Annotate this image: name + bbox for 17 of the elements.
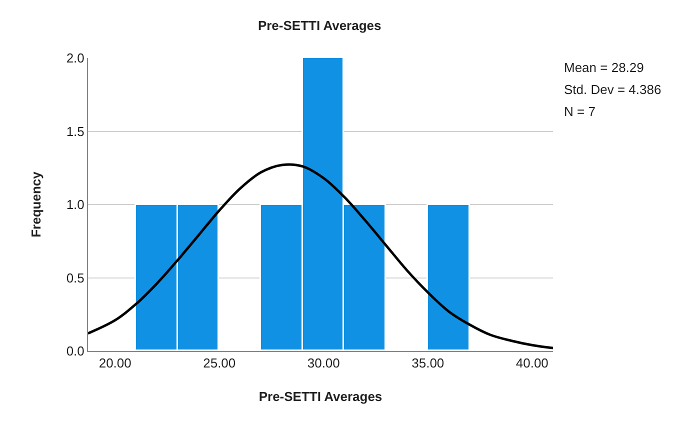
x-tick-label: 35.00 — [412, 356, 444, 371]
y-tick-label: 0.0 — [66, 344, 84, 359]
text: N = 7 — [564, 104, 596, 119]
x-axis-title: Pre-SETTI Averages — [258, 389, 382, 404]
y-tick-label: 1.0 — [66, 197, 84, 212]
y-tick-label: 0.5 — [66, 270, 84, 286]
x-tick-label: 40.00 — [516, 356, 548, 371]
x-tick-label: 25.00 — [203, 356, 236, 371]
x-tick-label: 20.00 — [98, 356, 132, 371]
x-tick-label: 30.00 — [307, 356, 340, 371]
y-axis-title: Frequency — [28, 170, 44, 238]
line-series — [88, 163, 553, 350]
y-tick-label: 2.0 — [66, 50, 84, 66]
chart-title: Pre-SETTI Averages — [258, 18, 382, 34]
text: Std. Dev = 4.386 — [564, 82, 662, 97]
y-tick-label: 1.5 — [66, 124, 84, 139]
text: Mean = 28.29 — [564, 60, 644, 75]
